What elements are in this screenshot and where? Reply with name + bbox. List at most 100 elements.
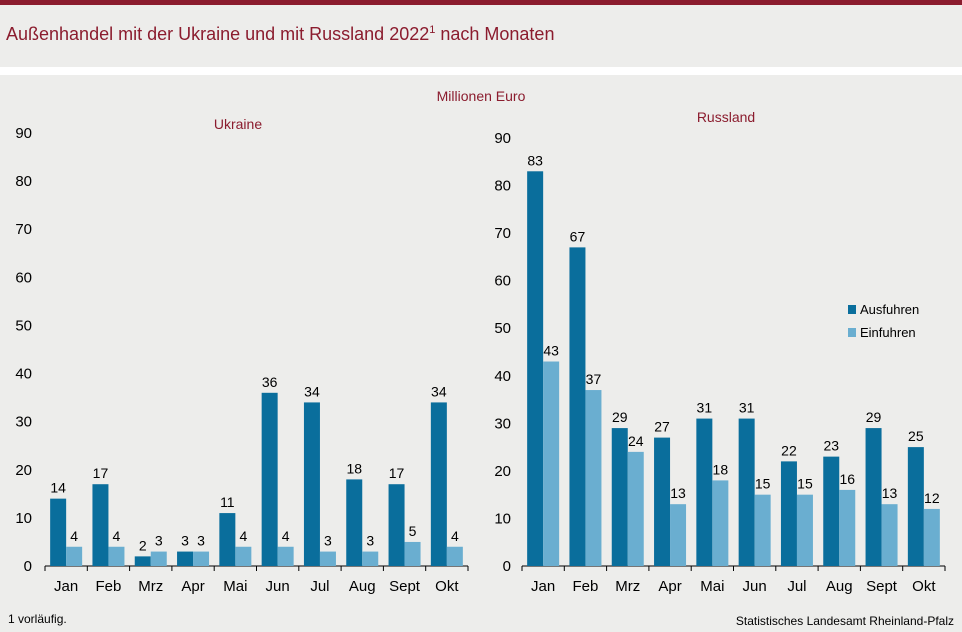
panel-ukraine-bar-einfuhren xyxy=(193,551,210,566)
panel-russland-data-label-ausfuhren: 83 xyxy=(527,152,543,168)
panel-russland-bar-ausfuhren xyxy=(865,428,882,566)
panel-ukraine-x-tick-label: Jul xyxy=(310,578,329,595)
panel-russland-y-tick: 30 xyxy=(494,415,511,432)
panel-ukraine-bar-ausfuhren xyxy=(430,402,447,566)
panel-russland-bar-einfuhren xyxy=(627,451,644,566)
legend-swatch-einfuhren xyxy=(848,328,856,337)
panel-russland-x-tick-label: Apr xyxy=(658,578,681,595)
panel-russland-bar-einfuhren xyxy=(796,494,813,566)
source-note: Statistisches Landesamt Rheinland-Pfalz xyxy=(735,614,954,628)
panel-russland-bar-einfuhren xyxy=(712,480,729,566)
panel-ukraine-bar-einfuhren xyxy=(446,546,463,566)
panel-ukraine-data-label-einfuhren: 4 xyxy=(113,528,121,544)
panel-ukraine-x-tick-label: Jan xyxy=(54,578,78,595)
panel-ukraine-bar-ausfuhren xyxy=(177,551,194,566)
panel-ukraine-bar-ausfuhren xyxy=(346,479,363,566)
panel-russland-x-tick-label: Jan xyxy=(531,578,555,595)
panel-russland-data-label-einfuhren: 13 xyxy=(670,485,686,501)
panel-ukraine-y-tick: 70 xyxy=(15,221,32,238)
panel-russland-data-label-ausfuhren: 23 xyxy=(823,438,839,454)
panel-ukraine-y-tick: 0 xyxy=(24,558,32,575)
panel-ukraine-data-label-ausfuhren: 14 xyxy=(50,480,66,496)
panel-russland-data-label-ausfuhren: 22 xyxy=(781,442,797,458)
chart-title: Außenhandel mit der Ukraine und mit Russ… xyxy=(6,24,555,44)
panel-russland-data-label-ausfuhren: 29 xyxy=(866,409,882,425)
panel-russland-y-tick: 10 xyxy=(494,510,511,527)
panel-ukraine-data-label-einfuhren: 3 xyxy=(366,533,374,549)
panel-ukraine-data-label-einfuhren: 3 xyxy=(155,533,163,549)
panel-ukraine-data-label-ausfuhren: 36 xyxy=(262,374,278,390)
panel-russland-data-label-einfuhren: 16 xyxy=(839,471,855,487)
panel-russland-bar-einfuhren xyxy=(839,489,856,566)
chart-title-text: Außenhandel mit der Ukraine und mit Russ… xyxy=(6,24,430,44)
panel-russland-bar-ausfuhren xyxy=(780,461,797,566)
panel-ukraine-y-tick: 10 xyxy=(15,510,32,527)
panel-ukraine-bar-einfuhren xyxy=(66,546,83,566)
panel-ukraine-bar-einfuhren xyxy=(362,551,379,566)
panel-russland-title: Russland xyxy=(697,109,755,125)
panel-russland-data-label-einfuhren: 37 xyxy=(586,371,602,387)
panel-russland-y-tick: 0 xyxy=(503,558,511,575)
panel-ukraine-bar-ausfuhren xyxy=(134,556,151,566)
panel-ukraine-data-label-einfuhren: 3 xyxy=(324,533,332,549)
panel-russland-bar-einfuhren xyxy=(543,361,560,566)
panel-ukraine-data-label-einfuhren: 4 xyxy=(70,528,78,544)
panel-russland-bar-ausfuhren xyxy=(738,418,755,566)
panel-ukraine-data-label-einfuhren: 4 xyxy=(451,528,459,544)
panel-ukraine-y-tick: 80 xyxy=(15,173,32,190)
panel-ukraine-data-label-ausfuhren: 34 xyxy=(431,383,447,399)
panel-ukraine-data-label-einfuhren: 4 xyxy=(282,528,290,544)
legend-label-einfuhren: Einfuhren xyxy=(860,325,916,340)
panel-russland-x-tick-label: Jun xyxy=(743,578,767,595)
panel-russland-x-tick-label: Okt xyxy=(912,578,936,595)
panel-russland-bar-ausfuhren xyxy=(654,437,671,566)
panel-ukraine-x-tick-label: Okt xyxy=(435,578,459,595)
panel-russland-data-label-einfuhren: 43 xyxy=(543,343,559,359)
panel-russland-y-tick: 70 xyxy=(494,225,511,242)
panel-russland-data-label-ausfuhren: 31 xyxy=(697,400,713,416)
panel-russland-bar-einfuhren xyxy=(923,508,940,566)
panel-russland-data-label-ausfuhren: 31 xyxy=(739,400,755,416)
panel-russland-x-tick-label: Feb xyxy=(573,578,599,595)
panel-ukraine-bar-einfuhren xyxy=(150,551,167,566)
panel-ukraine-bar-einfuhren xyxy=(319,551,336,566)
panel-ukraine-y-tick: 60 xyxy=(15,269,32,286)
panel-russland-data-label-einfuhren: 12 xyxy=(924,490,940,506)
panel-ukraine-data-label-einfuhren: 5 xyxy=(409,523,417,539)
panel-ukraine-bar-ausfuhren xyxy=(261,392,278,566)
panel-ukraine-x-tick-label: Sept xyxy=(389,578,421,595)
panel-russland-y-tick: 60 xyxy=(494,273,511,290)
panel-ukraine-data-label-ausfuhren: 3 xyxy=(181,533,189,549)
panel-russland-x-tick-label: Mrz xyxy=(615,578,640,595)
panel-russland-x-tick-label: Mai xyxy=(700,578,724,595)
panel-ukraine-x-tick-label: Mai xyxy=(223,578,247,595)
panel-ukraine-data-label-ausfuhren: 18 xyxy=(346,460,362,476)
panel-russland-bar-ausfuhren xyxy=(569,247,586,566)
panel-russland-bar-einfuhren xyxy=(754,494,771,566)
panel-russland-bar-ausfuhren xyxy=(823,456,840,566)
panel-ukraine-bar-einfuhren xyxy=(404,541,421,566)
panel-ukraine-data-label-ausfuhren: 17 xyxy=(389,465,405,481)
panel-russland-data-label-ausfuhren: 29 xyxy=(612,409,628,425)
panel-russland-x-tick-label: Jul xyxy=(787,578,806,595)
panel-ukraine-y-tick: 50 xyxy=(15,317,32,334)
panel-russland-bar-ausfuhren xyxy=(907,447,924,566)
panel-russland-data-label-einfuhren: 15 xyxy=(797,476,813,492)
panel-ukraine-bar-ausfuhren xyxy=(219,513,236,566)
panel-russland-data-label-einfuhren: 24 xyxy=(628,433,644,449)
panel-russland-bar-ausfuhren xyxy=(696,418,713,566)
panel-ukraine-y-tick: 30 xyxy=(15,414,32,431)
panel-ukraine-y-tick: 90 xyxy=(15,125,32,142)
panel-ukraine-data-label-ausfuhren: 17 xyxy=(93,465,109,481)
footnote: 1 vorläufig. xyxy=(8,612,67,626)
panel-russland-data-label-ausfuhren: 67 xyxy=(570,228,586,244)
panel-ukraine-x-tick-label: Apr xyxy=(181,578,204,595)
panel-russland-x-tick-label: Aug xyxy=(826,578,853,595)
panel-ukraine-bar-einfuhren xyxy=(235,546,252,566)
panel-russland-data-label-ausfuhren: 25 xyxy=(908,428,924,444)
title-footnote-mark: 1 xyxy=(429,24,436,36)
panel-ukraine-title: Ukraine xyxy=(214,116,262,132)
panel-ukraine-bar-ausfuhren xyxy=(50,498,67,566)
panel-russland-y-tick: 80 xyxy=(494,178,511,195)
panel-russland-bar-ausfuhren xyxy=(611,428,628,566)
